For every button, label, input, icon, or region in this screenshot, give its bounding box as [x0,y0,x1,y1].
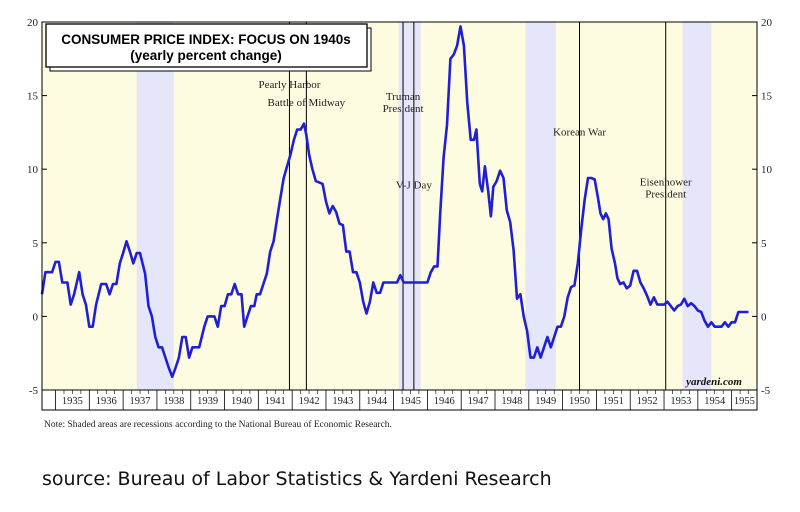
recession-shading [136,22,712,390]
y-tick-label-right: 10 [761,164,773,176]
y-tick-label-right: 15 [761,91,773,103]
cpi-series-line [40,25,749,379]
x-tick-label: 1939 [197,396,218,407]
event-label: Battle of Midway [268,97,346,109]
recession-band [525,22,556,390]
event-label: President [645,188,686,200]
y-tick-label-right: 5 [761,238,767,250]
y-tick-label-left: 10 [27,164,39,176]
x-tick-label: 1953 [670,396,691,407]
y-tick-label-left: 5 [33,238,39,250]
recession-note: Note: Shaded areas are recessions accord… [44,420,392,430]
x-tick-label: 1936 [96,396,117,407]
event-label: V-J Day [396,179,432,191]
recession-band [682,22,712,390]
axes: -5 -5 0 0 5 5 10 10 15 15 20 20 [27,17,773,411]
title-box: CONSUMER PRICE INDEX: FOCUS ON 1940s (ye… [45,23,372,72]
y-tick-label-left: 15 [27,91,39,103]
recession-band [398,22,421,390]
watermark: yardeni.com [684,376,742,388]
x-tick-label: 1952 [637,396,658,407]
event-label: Korean War [553,126,606,138]
event-label: President [383,103,424,115]
x-tick-label: 1945 [400,396,421,407]
x-tick-label: 1948 [501,396,522,407]
y-tick-label-left: -5 [29,385,39,397]
cpi-chart: 1935 1936 1937 1938 1939 1940 1941 1942 1943 1944… [27,17,773,411]
event-label: Eisenhower [640,176,692,188]
x-tick-label: 1950 [569,396,590,407]
x-tick-label: 1944 [366,396,388,407]
x-tick-label: 1943 [332,396,353,407]
event-label: Truman [386,91,421,103]
chart-title: CONSUMER PRICE INDEX: FOCUS ON 1940s [61,32,351,47]
recession-band [136,22,174,390]
plot-frame [41,21,758,411]
y-tick-label-left: 0 [33,311,39,323]
y-tick-label-right: -5 [761,385,771,397]
y-tick-label-left: 20 [27,17,39,29]
y-tick-label-right: 20 [761,17,773,29]
y-tick-label-right: 0 [761,311,767,323]
x-tick-label: 1947 [468,396,489,407]
x-tick-label: 1941 [265,396,286,407]
series-layer [40,25,749,379]
x-tick-label: 1955 [734,396,755,407]
x-tick-label: 1940 [231,396,252,407]
x-tick-label: 1949 [535,396,556,407]
chart-subtitle: (yearly percent change) [130,48,282,63]
year-dividers: 1935 1936 1937 1938 1939 1940 1941 1942 1943 1944… [55,390,755,410]
x-tick-label: 1954 [704,396,726,407]
x-tick-label: 1942 [299,396,320,407]
event-label: Pearly Harbor [258,79,320,91]
x-tick-label: 1946 [434,396,455,407]
x-tick-label: 1951 [603,396,624,407]
x-tick-label: 1937 [130,396,151,407]
x-tick-label: 1938 [163,396,184,407]
x-tick-label: 1935 [62,396,83,407]
source-caption: source: Bureau of Labor Statistics & Yar… [42,468,552,490]
